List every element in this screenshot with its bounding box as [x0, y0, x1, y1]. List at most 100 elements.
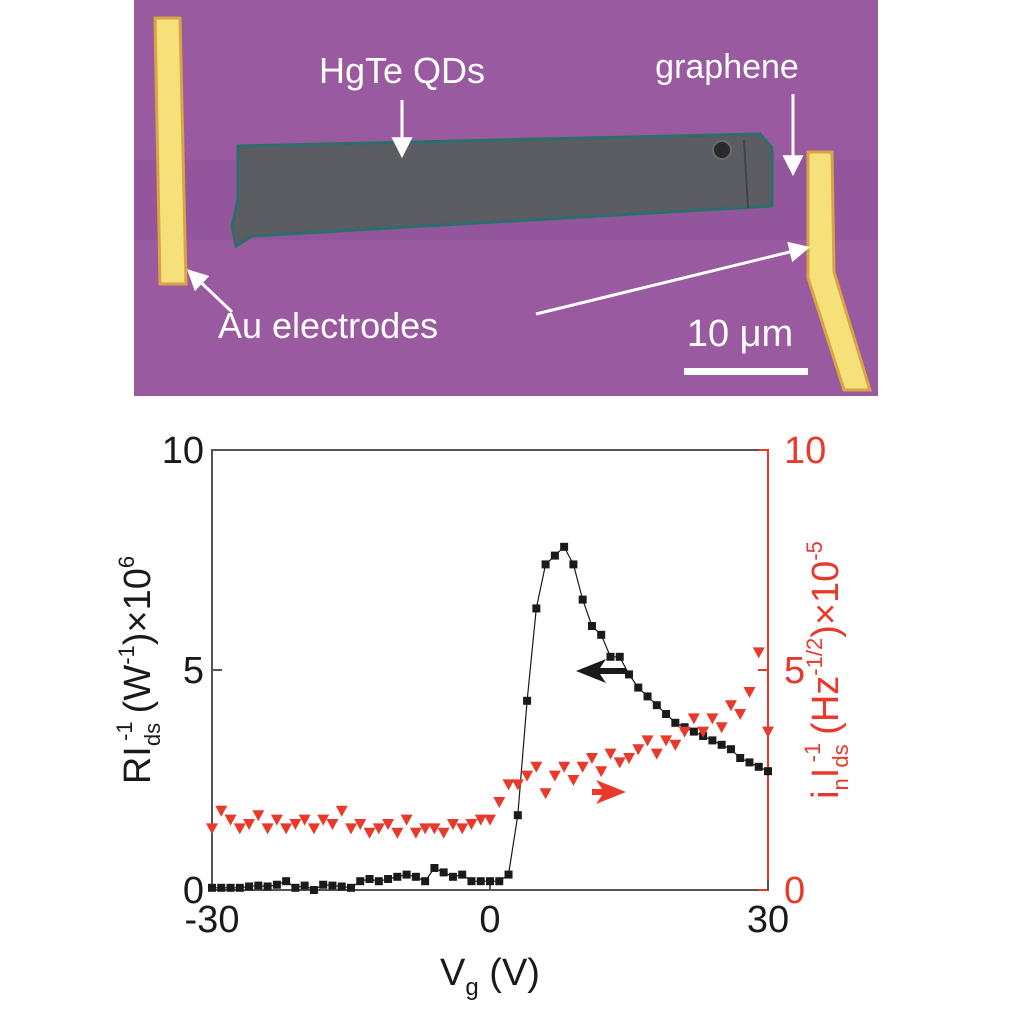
label-hgte-qds: HgTe QDs [319, 50, 485, 91]
data-point-square [448, 872, 457, 881]
data-point-triangle [409, 827, 422, 839]
data-point-triangle [502, 779, 515, 791]
data-point-square [606, 652, 615, 661]
right-axis-title: inIds-1 (Hz-1/2)×10-5 [800, 541, 853, 799]
data-point-square [374, 877, 383, 886]
data-point-triangle [224, 814, 237, 826]
right-tick-label: 5 [784, 650, 805, 692]
x-axis-title-main: V [440, 952, 466, 994]
data-point-triangle [493, 797, 506, 808]
data-point-square [291, 883, 300, 892]
arrow-electrode-left [186, 269, 234, 314]
data-point-triangle [715, 722, 728, 734]
data-point-square [439, 868, 448, 877]
data-point-triangle [576, 761, 589, 773]
data-point-square [513, 811, 522, 820]
data-point-square [597, 630, 606, 639]
data-point-square [402, 870, 411, 879]
data-point-triangle [724, 700, 737, 712]
data-point-square [717, 740, 726, 749]
data-point-square [476, 877, 485, 886]
right-title-sup3: -5 [802, 541, 827, 561]
left-title-sup3: 6 [114, 556, 139, 568]
data-point-square [393, 872, 402, 881]
data-point-square [411, 872, 420, 881]
data-point-square [652, 701, 661, 710]
data-point-square [245, 882, 254, 891]
data-point-triangle [474, 814, 487, 826]
film-inner-edge [743, 139, 749, 209]
data-point-triangle [215, 805, 228, 817]
data-point-square [569, 560, 578, 569]
data-point-triangle [465, 819, 478, 830]
data-point-triangle [317, 814, 330, 826]
data-point-triangle [307, 823, 320, 835]
data-point-square [217, 883, 226, 892]
data-point-triangle [567, 775, 580, 786]
data-point-square [458, 870, 467, 879]
series-layer [206, 542, 774, 894]
data-point-square [347, 883, 355, 892]
data-point-square [384, 875, 393, 883]
right-title-sup2: -1/2 [802, 638, 827, 676]
data-point-square [643, 692, 652, 701]
left-tick-label: 10 [162, 430, 204, 472]
data-point-triangle [678, 726, 691, 738]
data-point-square [337, 882, 346, 891]
data-point-triangle [206, 823, 218, 835]
data-point-square [486, 877, 494, 886]
left-arrow-black [576, 659, 626, 683]
data-point-triangle [252, 810, 265, 822]
data-point-square [263, 882, 272, 891]
data-point-triangle [613, 757, 626, 769]
micrograph: HgTe QDs graphene Au electrodes 10 μm [134, 0, 878, 396]
data-point-square [532, 604, 541, 613]
data-point-triangle [660, 735, 673, 747]
data-point-square [309, 886, 318, 894]
data-point-triangle [762, 726, 774, 738]
right-title-sub2: ds [828, 744, 853, 767]
data-point-triangle [623, 753, 635, 764]
data-point-triangle [391, 827, 404, 839]
data-point-triangle [372, 823, 385, 835]
data-point-triangle [428, 823, 441, 835]
left-tick-label: 5 [183, 650, 204, 692]
left-title-mid: (W [117, 665, 159, 714]
scale-bar-label: 10 μm [687, 313, 793, 355]
data-point-square [736, 754, 745, 762]
data-point-triangle [233, 823, 246, 835]
data-point-triangle [280, 823, 293, 835]
data-point-square [319, 880, 328, 889]
data-point-triangle [706, 713, 719, 725]
data-point-triangle [595, 766, 608, 778]
right-tick-label: 0 [784, 870, 805, 912]
data-point-square [495, 877, 504, 886]
data-point-square [328, 881, 337, 890]
data-point-triangle [382, 819, 395, 830]
x-tick-label: -30 [185, 899, 240, 941]
data-point-triangle [734, 709, 747, 720]
data-point-square [254, 881, 263, 890]
data-point-square [208, 883, 216, 892]
data-point-square [226, 883, 235, 892]
data-point-square [523, 696, 532, 705]
data-point-triangle [456, 823, 469, 835]
data-point-triangle [548, 770, 561, 782]
data-point-square [726, 745, 735, 754]
data-point-triangle [650, 748, 663, 760]
data-point-square [541, 560, 550, 569]
right-electrode [806, 150, 873, 392]
data-point-triangle [261, 823, 274, 835]
data-point-square [671, 718, 680, 727]
left-tick-label: 0 [183, 870, 204, 912]
data-point-square [272, 880, 281, 889]
arrow-electrode-right [535, 241, 811, 316]
data-point-square [587, 622, 596, 630]
left-title-sup2: -1 [114, 645, 139, 665]
data-point-triangle [530, 761, 543, 773]
data-point-triangle [558, 761, 571, 773]
data-point-square [634, 683, 643, 692]
data-point-triangle [752, 647, 765, 659]
